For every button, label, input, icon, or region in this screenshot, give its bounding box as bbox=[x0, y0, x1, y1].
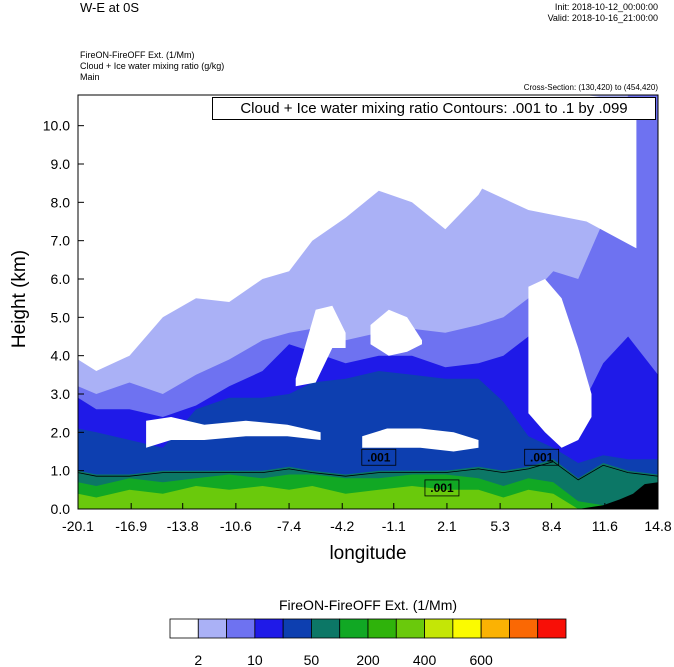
axes: -20.1 -16.9 -13.8 -10.6 -7.4 -4.2 -1.1 2.1 5.3 8.… bbox=[43, 118, 672, 534]
x-tick-label: 2.1 bbox=[437, 518, 457, 534]
plot-area: .001 .001 .001 bbox=[78, 95, 658, 509]
plot-frame bbox=[77, 94, 659, 510]
colorbar-swatch bbox=[311, 618, 341, 639]
colorbar-swatch bbox=[367, 618, 397, 639]
x-tick-label: -1.1 bbox=[382, 518, 406, 534]
contour-label-2: .001 bbox=[530, 450, 554, 464]
colorbar-swatch bbox=[169, 618, 199, 639]
colorbar-title: FireON-FireOFF Ext. (1/Mm) bbox=[278, 597, 458, 613]
colorbar-swatch bbox=[509, 618, 539, 639]
contour-line bbox=[78, 461, 658, 481]
x-tick-label: -4.2 bbox=[330, 518, 354, 534]
field-label-mixing-ratio: Cloud + Ice water mixing ratio (g/kg) bbox=[80, 61, 225, 71]
colorbar-swatch bbox=[537, 618, 567, 639]
contour-label-1: .001 bbox=[430, 481, 454, 495]
x-tick-label: 5.3 bbox=[490, 518, 510, 534]
cloud-hole-5 bbox=[279, 95, 637, 249]
valid-time: Valid: 2018-10-16_21:00:00 bbox=[547, 13, 658, 23]
field-label-main: Main bbox=[80, 72, 100, 82]
cloud-hole-4 bbox=[370, 309, 422, 356]
terrain bbox=[578, 482, 658, 509]
field-label-extinction: FireON-FireOFF Ext. (1/Mm) bbox=[80, 50, 195, 60]
x-tick-label: -13.8 bbox=[167, 518, 199, 534]
contour-label-box-0 bbox=[361, 448, 397, 466]
colorbar-label: 400 bbox=[413, 652, 437, 667]
colorbar-swatch bbox=[452, 618, 482, 639]
x-axis-label: longitude bbox=[329, 543, 407, 564]
colorbar-label: 50 bbox=[304, 652, 320, 667]
x-tick-label: 11.6 bbox=[592, 518, 618, 534]
colorbar-label: 600 bbox=[469, 652, 493, 667]
colorbar-swatch bbox=[424, 618, 454, 639]
colorbar-swatch bbox=[254, 618, 284, 639]
colorbar-swatch bbox=[226, 618, 256, 639]
x-tick-label: -10.6 bbox=[220, 518, 252, 534]
y-tick-label: 10.0 bbox=[43, 118, 70, 134]
x-tick-label: 14.8 bbox=[644, 518, 671, 534]
x-tick-label: -16.9 bbox=[115, 518, 147, 534]
contour-info-box: Cloud + Ice water mixing ratio Contours:… bbox=[212, 97, 656, 120]
contour-label-0: .001 bbox=[367, 450, 391, 464]
cloud-hole-0 bbox=[146, 417, 321, 448]
cross-section-label: Cross-Section: (130,420) to (454,420) bbox=[523, 83, 658, 92]
colorbar-label: 200 bbox=[356, 652, 380, 667]
y-tick-label: 8.0 bbox=[51, 194, 71, 210]
y-tick-label: 2.0 bbox=[51, 424, 71, 440]
cloud-hole-3 bbox=[295, 305, 346, 387]
x-tick-label: 8.4 bbox=[542, 518, 562, 534]
y-tick-label: 5.0 bbox=[51, 309, 71, 325]
colorbar-swatch bbox=[282, 618, 312, 639]
y-tick-label: 7.0 bbox=[51, 233, 71, 249]
main-title: W-E at 0S bbox=[80, 0, 140, 15]
colorbar-label: 2 bbox=[194, 652, 202, 667]
y-tick-label: 4.0 bbox=[51, 348, 71, 364]
x-tick-label: -7.4 bbox=[277, 518, 301, 534]
colorbar-swatch bbox=[480, 618, 510, 639]
y-tick-label: 0.0 bbox=[51, 501, 71, 517]
colorbar-swatch bbox=[339, 618, 369, 639]
y-tick-label: 3.0 bbox=[51, 386, 71, 402]
colorbar-label: 10 bbox=[247, 652, 263, 667]
contour-label-box-1 bbox=[424, 479, 460, 497]
band-lightgreen bbox=[78, 486, 658, 509]
contour-label-box-2 bbox=[524, 448, 560, 466]
init-time: Init: 2018-10-12_00:00:00 bbox=[554, 2, 658, 12]
cloud-hole-2 bbox=[528, 279, 592, 448]
colorbar-swatch bbox=[395, 618, 425, 639]
colorbar-swatch bbox=[197, 618, 227, 639]
cloud-hole-1 bbox=[362, 428, 479, 452]
y-tick-label: 1.0 bbox=[51, 463, 71, 479]
y-tick-label: 9.0 bbox=[51, 156, 71, 172]
colorbar: 2 10 50 200 400 600 bbox=[169, 618, 567, 667]
y-axis-label: Height (km) bbox=[9, 249, 30, 349]
y-tick-label: 6.0 bbox=[51, 271, 71, 287]
x-tick-label: -20.1 bbox=[62, 518, 94, 534]
